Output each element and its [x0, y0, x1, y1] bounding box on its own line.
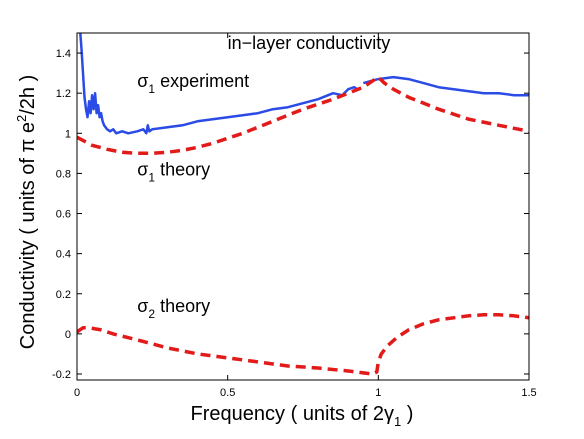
- y-tick-label: 1: [65, 128, 71, 140]
- x-tick-label: 1.5: [521, 387, 536, 399]
- ticks-layer: 0 0.5 1 1.5-0.200.20.40.60.811.21.4: [52, 33, 537, 399]
- series-line-experiment-1: [362, 75, 529, 97]
- y-tick-label: 0: [65, 329, 71, 341]
- series-line-theory-3: [77, 313, 529, 376]
- annotations-layer: in−layer conductivity σ1 experiment σ1 the…: [137, 33, 390, 321]
- y-tick-label: 1.4: [56, 48, 71, 60]
- annotation-3: σ2 theory: [137, 296, 210, 321]
- x-tick-label: 0.5: [220, 387, 235, 399]
- y-tick-label: 0.6: [56, 209, 71, 221]
- y-tick-label: 1.2: [56, 88, 71, 100]
- annotation-1: σ1 experiment: [137, 71, 249, 96]
- annotation-0: in−layer conductivity: [228, 33, 391, 53]
- x-tick-label: 1: [375, 387, 381, 399]
- annotation-2: σ1 theory: [137, 159, 210, 184]
- series-layer: [77, 33, 529, 376]
- y-tick-label: 0.2: [56, 289, 71, 301]
- y-axis-label: Conductivity ( units of π e2/2h ): [14, 75, 39, 350]
- y-tick-label: -0.2: [52, 369, 71, 381]
- y-tick-label: 0.8: [56, 168, 71, 180]
- series-line-experiment-0: [79, 33, 358, 135]
- series-line-theory-2: [77, 75, 529, 156]
- x-tick-label: 0: [74, 387, 80, 399]
- plot-frame: [76, 32, 530, 381]
- x-axis-label: Frequency ( units of 2γ1 ): [191, 403, 414, 429]
- y-tick-label: 0.4: [56, 249, 71, 261]
